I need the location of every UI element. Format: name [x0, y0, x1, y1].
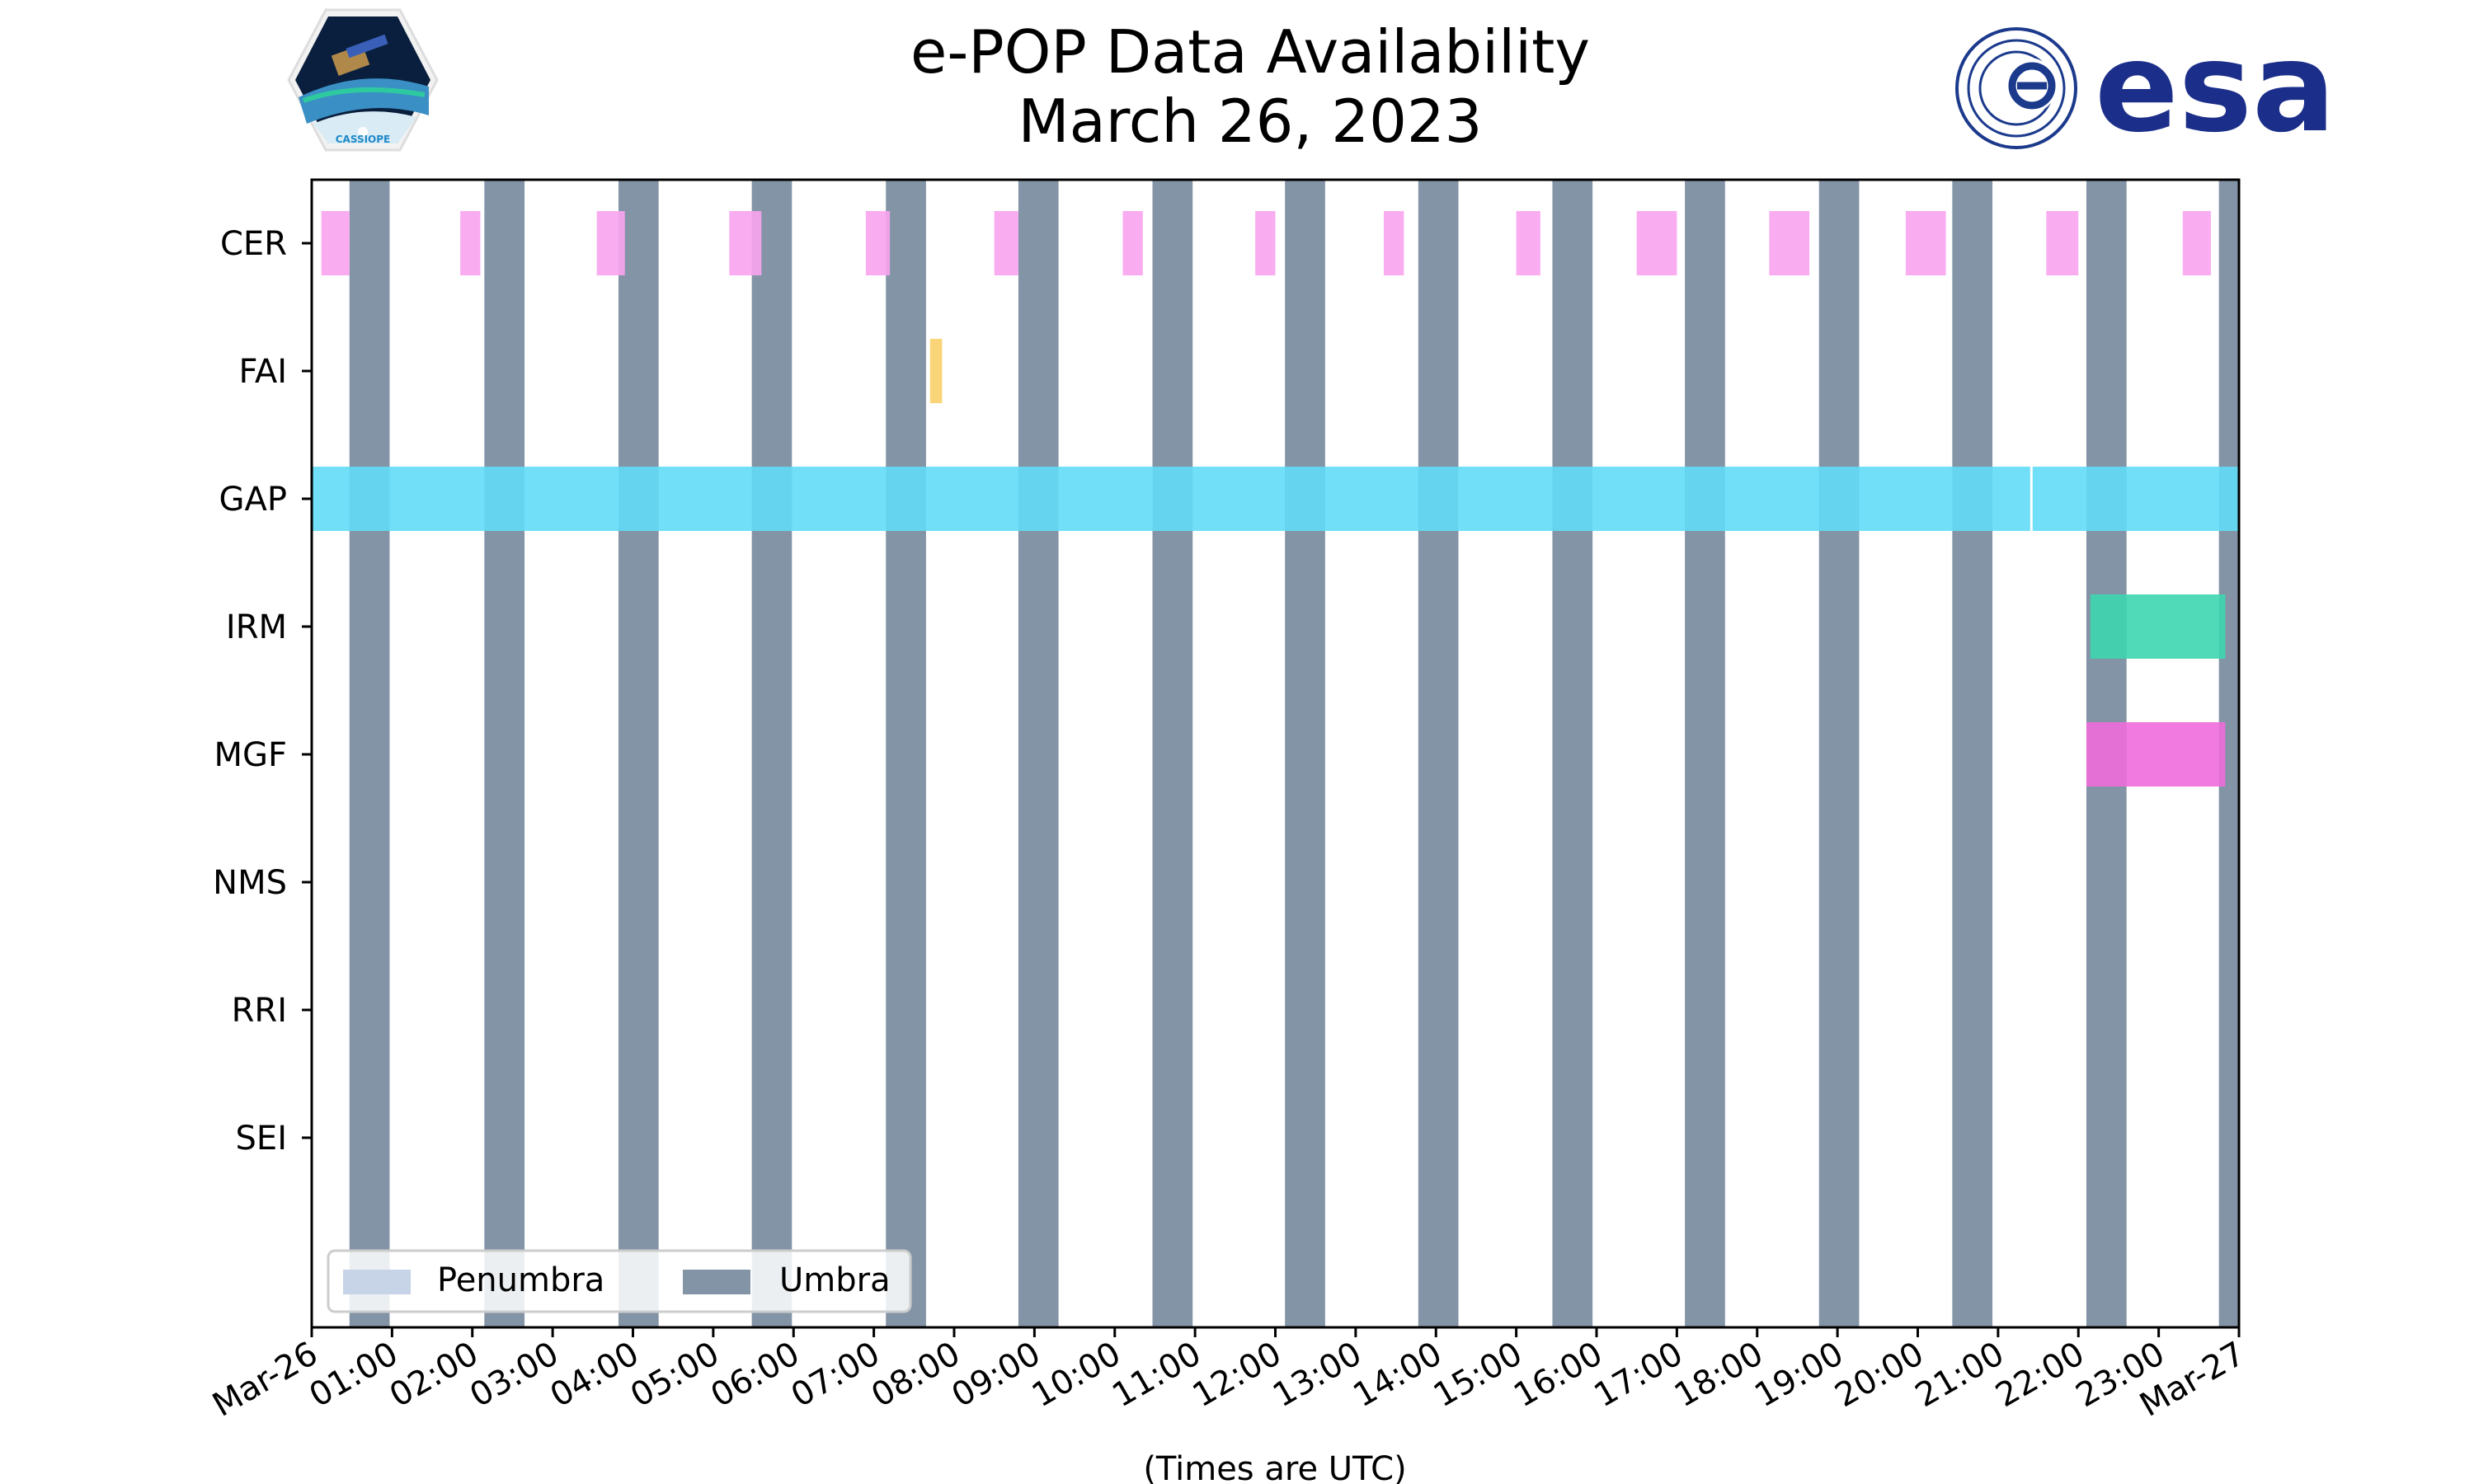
bar-cer	[1255, 211, 1276, 275]
y-tick-label: IRM	[226, 608, 287, 646]
x-tick-label: 16:00	[1507, 1335, 1609, 1415]
bar-gap	[312, 467, 2030, 531]
y-tick-label: CER	[220, 225, 287, 263]
x-tick-label: 09:00	[946, 1335, 1047, 1415]
y-tick-label: GAP	[219, 481, 287, 519]
umbra-band	[886, 180, 926, 1327]
x-tick-label: 14:00	[1347, 1335, 1448, 1415]
cassiope-logo-caption: CASSIOPE	[336, 134, 391, 145]
y-tick-label: FAI	[239, 353, 288, 391]
esa-logo-text: esa	[2095, 16, 2335, 160]
legend: Penumbra Umbra	[327, 1249, 912, 1313]
cassiope-logo: CASSIOPE	[287, 8, 439, 152]
x-tick-label: 04:00	[544, 1335, 646, 1415]
bar-cer	[2182, 211, 2211, 275]
bar-cer	[1122, 211, 1143, 275]
bar-irm	[2090, 594, 2226, 659]
umbra-band	[1285, 180, 1325, 1327]
x-tick-label: 21:00	[1909, 1335, 2011, 1415]
chart-subtitle: March 26, 2023	[1018, 87, 1483, 156]
legend-swatch-penumbra	[343, 1270, 411, 1294]
bar-cer	[1516, 211, 1540, 275]
x-tick-label: 06:00	[704, 1335, 806, 1415]
bar-cer	[865, 211, 891, 275]
umbra-band	[1552, 180, 1593, 1327]
y-axis: CER FAI GAP IRM MGF NMS RRI SEI	[213, 225, 312, 1158]
umbra-band	[1685, 180, 1725, 1327]
umbra-band	[1818, 180, 1860, 1327]
x-tick-label: 18:00	[1668, 1335, 1770, 1415]
bar-cer	[460, 211, 481, 275]
legend-box	[327, 1249, 912, 1313]
umbra-band	[1152, 180, 1193, 1327]
x-tick-label: 20:00	[1829, 1335, 1931, 1415]
bar-cer	[994, 211, 1018, 275]
chart-title: e-POP Data Availability	[910, 17, 1590, 87]
y-tick-label: SEI	[236, 1120, 287, 1158]
y-tick-label: RRI	[232, 992, 287, 1030]
x-tick-label: 03:00	[463, 1335, 565, 1415]
umbra-band	[751, 180, 793, 1327]
x-tick-label: 02:00	[383, 1335, 485, 1415]
umbra-band	[1418, 180, 1459, 1327]
bar-mgf	[2086, 722, 2226, 787]
legend-swatch-umbra	[683, 1270, 750, 1294]
x-tick-label: 11:00	[1106, 1335, 1207, 1415]
bar-cer	[2046, 211, 2079, 275]
x-axis: Mar-2601:0002:0003:0004:0005:0006:0007:0…	[206, 1327, 2251, 1425]
umbra-layer	[349, 180, 2239, 1327]
x-tick-label: 15:00	[1427, 1335, 1529, 1415]
bar-cer	[729, 211, 762, 275]
x-tick-label: 17:00	[1588, 1335, 1690, 1415]
bar-cer	[1905, 211, 1946, 275]
bar-cer	[1636, 211, 1677, 275]
umbra-band	[618, 180, 659, 1327]
x-tick-label: 05:00	[624, 1335, 726, 1415]
x-tick-label: 19:00	[1748, 1335, 1850, 1415]
x-tick-label: 10:00	[1026, 1335, 1127, 1415]
bar-fai	[929, 339, 943, 403]
bar-cer	[1383, 211, 1404, 275]
umbra-band	[484, 180, 525, 1327]
umbra-band	[349, 180, 390, 1327]
y-tick-label: NMS	[213, 864, 287, 902]
x-tick-label: 07:00	[785, 1335, 887, 1415]
esa-logo: esa	[1955, 16, 2335, 160]
x-tick-label: 13:00	[1267, 1335, 1368, 1415]
x-tick-label: 12:00	[1187, 1335, 1288, 1415]
x-tick-label: 08:00	[865, 1335, 967, 1415]
umbra-band	[1952, 180, 1993, 1327]
x-tick-label: 22:00	[1989, 1335, 2091, 1415]
bars-layer	[312, 211, 2239, 787]
legend-label-penumbra: Penumbra	[437, 1261, 604, 1299]
x-tick-label: 01:00	[303, 1335, 405, 1415]
bar-gap	[2032, 467, 2239, 531]
legend-label-umbra: Umbra	[779, 1261, 891, 1299]
umbra-band	[1018, 180, 1059, 1327]
bar-cer	[596, 211, 625, 275]
y-tick-label: MGF	[214, 736, 287, 774]
bar-cer	[321, 211, 350, 275]
plot-area	[312, 180, 2239, 1327]
bar-cer	[1769, 211, 1810, 275]
x-axis-label: (Times are UTC)	[1143, 1450, 1406, 1484]
